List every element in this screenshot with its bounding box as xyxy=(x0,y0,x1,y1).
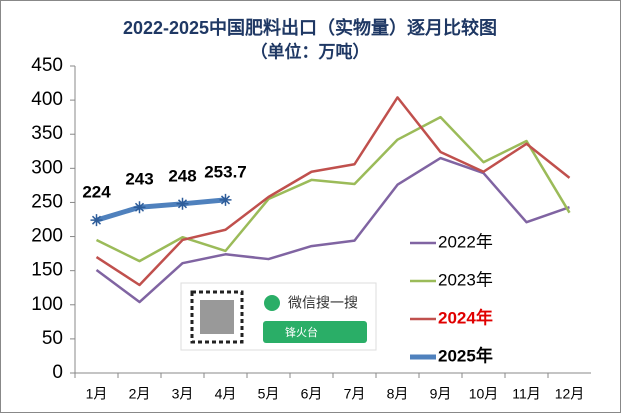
series-line xyxy=(95,197,226,223)
x-tick-label: 4月 xyxy=(215,386,237,402)
marker xyxy=(219,193,232,206)
wechat-icon xyxy=(264,295,280,311)
y-tick-label: 400 xyxy=(31,89,63,110)
marker xyxy=(90,214,103,227)
y-tick-label: 450 xyxy=(31,55,63,76)
search-text: 锋火台 xyxy=(285,325,318,339)
x-tick-label: 3月 xyxy=(172,386,194,402)
legend-label: 2024年 xyxy=(438,307,493,327)
search-box xyxy=(263,321,367,343)
chart-subtitle: （单位：万吨） xyxy=(251,41,370,61)
x-tick-label: 9月 xyxy=(430,386,452,402)
data-label: 243 xyxy=(125,170,153,189)
y-tick-label: 350 xyxy=(31,123,63,144)
y-tick-label: 150 xyxy=(31,260,63,281)
marker xyxy=(176,197,189,210)
data-label: 224 xyxy=(82,183,111,202)
y-tick-label: 200 xyxy=(31,226,63,247)
marker xyxy=(133,201,146,214)
qr-code-inner xyxy=(200,300,234,334)
chart-title: 2022-2025中国肥料出口（实物量）逐月比较图 xyxy=(123,17,497,38)
y-tick-label: 300 xyxy=(31,157,63,178)
watermark: 微信搜一搜 锋火台 xyxy=(180,282,377,351)
x-tick-label: 5月 xyxy=(258,386,280,402)
series-line xyxy=(95,96,571,287)
legend-label: 2023年 xyxy=(438,270,493,289)
x-tick-label: 2月 xyxy=(129,386,151,402)
watermark-text: 微信搜一搜 xyxy=(288,295,358,311)
x-tick-label: 1月 xyxy=(86,386,108,402)
legend-label: 2022年 xyxy=(438,232,493,251)
x-tick-label: 11月 xyxy=(512,386,541,402)
y-tick-label: 250 xyxy=(31,191,63,212)
series-line xyxy=(95,115,571,263)
y-tick-label: 50 xyxy=(42,328,63,349)
x-tick-label: 6月 xyxy=(301,386,323,402)
legend-label: 2025年 xyxy=(438,345,493,365)
series-line xyxy=(95,156,570,304)
y-tick-label: 100 xyxy=(31,294,63,315)
data-label: 253.7 xyxy=(204,162,247,181)
x-tick-label: 7月 xyxy=(344,386,366,402)
y-tick-label: 0 xyxy=(52,362,63,383)
x-tick-label: 10月 xyxy=(469,386,499,402)
x-tick-label: 12月 xyxy=(555,386,585,402)
x-tick-label: 8月 xyxy=(387,386,409,402)
data-label: 248 xyxy=(168,166,196,185)
